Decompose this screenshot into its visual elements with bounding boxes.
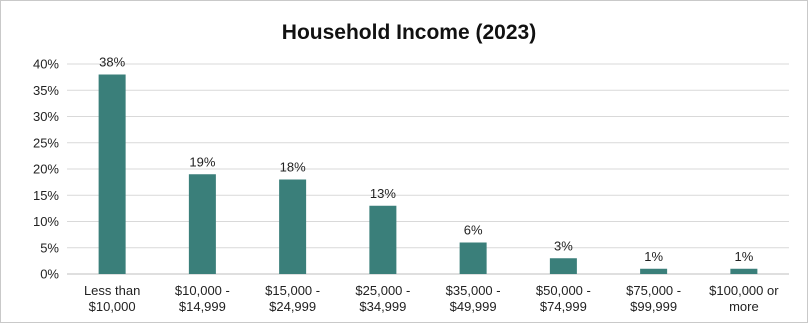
x-tick-label: $75,000 -$99,999 [626, 283, 681, 314]
bar [279, 179, 307, 274]
y-tick-label: 35% [33, 83, 59, 98]
data-label: 3% [554, 238, 573, 253]
x-tick-label: $100,000 or more [709, 283, 779, 314]
gridlines [67, 63, 789, 275]
data-label: 38% [99, 55, 125, 70]
x-tick-label: $35,000 -$49,999 [446, 283, 501, 314]
chart-title: Household Income (2023) [282, 21, 536, 44]
data-label: 6% [464, 223, 483, 238]
data-label: 1% [644, 249, 663, 264]
x-tick-label: $10,000 -$14,999 [175, 283, 230, 314]
y-tick-label: 20% [33, 162, 59, 177]
bar [188, 174, 216, 274]
x-tick-label: $50,000 -$74,999 [536, 283, 591, 314]
data-labels: 38% 19% 18% 13% 6% 3% 1% 1% [99, 55, 754, 264]
y-tick-label: 15% [33, 188, 59, 203]
bar [730, 268, 758, 274]
x-axis-categories: Less than $10,000 $10,000 -$14,999 $15,000 … [84, 283, 779, 314]
data-label: 1% [734, 249, 753, 264]
data-label: 13% [370, 186, 396, 201]
bar [98, 74, 126, 274]
bar [549, 258, 577, 274]
bar [640, 268, 668, 274]
y-tick-label: 10% [33, 214, 59, 229]
data-label: 19% [189, 154, 215, 169]
x-tick-label: $15,000 -$24,999 [265, 283, 320, 314]
y-tick-label: 40% [33, 57, 59, 72]
bar [459, 242, 487, 274]
bars [98, 74, 758, 274]
x-tick-label: $25,000 -$34,999 [355, 283, 410, 314]
y-tick-label: 25% [33, 135, 59, 150]
data-label: 18% [280, 160, 306, 175]
y-tick-label: 0% [40, 267, 59, 282]
bar [369, 205, 397, 274]
y-tick-label: 5% [40, 240, 59, 255]
y-axis-ticks: 0% 5% 10% 15% 20% 25% 30% 35% 40% [33, 57, 59, 282]
x-tick-label: Less than $10,000 [84, 283, 140, 314]
y-tick-label: 30% [33, 109, 59, 124]
